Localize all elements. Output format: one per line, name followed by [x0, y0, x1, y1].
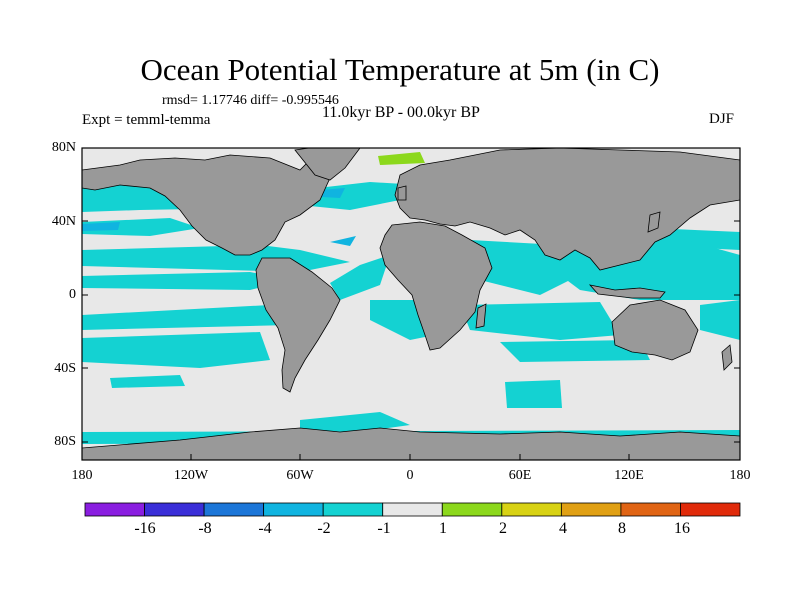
lon-label-120e: 120E — [614, 468, 644, 483]
colorbar-label: 2 — [499, 520, 507, 537]
south-america — [255, 257, 341, 393]
lat-label-80s: 80S — [54, 434, 76, 449]
colorbar-label: 16 — [674, 520, 690, 537]
lon-label-120w: 120W — [173, 468, 209, 483]
land-masses — [82, 148, 740, 460]
colorbar-swatch — [441, 502, 503, 517]
warm-anomaly-region — [378, 152, 425, 165]
colorbar-label: 1 — [439, 520, 447, 537]
colorbar-label: -8 — [198, 520, 212, 537]
colorbar-swatch — [560, 502, 622, 517]
japan — [647, 211, 661, 233]
colorbar-swatch — [144, 502, 205, 517]
lon-label-60w: 60W — [286, 468, 314, 483]
colorbar-label: -16 — [134, 520, 156, 537]
lon-label-0: 0 — [406, 468, 414, 483]
colorbar-swatch — [203, 502, 265, 517]
lat-label-80n: 80N — [51, 140, 76, 155]
new-zealand — [721, 344, 733, 371]
colorbar-swatch — [382, 502, 443, 517]
lat-label-0: 0 — [69, 287, 76, 302]
colorbar-swatch — [620, 502, 681, 517]
lat-label-40n: 40N — [51, 214, 76, 229]
axis-ticks — [81, 147, 740, 460]
north-america — [82, 149, 351, 256]
period-label: 11.0kyr BP - 00.0kyr BP — [322, 104, 480, 121]
colorbar-label: -1 — [377, 520, 391, 537]
eurasia — [394, 148, 740, 271]
colorbar-label: -2 — [317, 520, 331, 537]
british-isles — [397, 185, 407, 201]
rmsd-diff-stats: rmsd= 1.17746 diff= -0.995546 — [162, 93, 339, 108]
lon-label-180w: 180 — [71, 468, 93, 483]
australia — [611, 299, 699, 361]
season-label: DJF — [709, 111, 735, 127]
colorbar-swatch — [322, 502, 384, 517]
antarctica — [82, 427, 740, 460]
colorbar-swatch — [263, 502, 324, 517]
lon-label-180e: 180 — [729, 468, 751, 483]
colorbar-swatch — [680, 502, 741, 517]
map-title: Ocean Potential Temperature at 5m (in C) — [140, 52, 660, 87]
colorbar-swatch — [501, 502, 562, 517]
indonesia — [588, 284, 666, 299]
colorbar-label: 4 — [559, 520, 567, 537]
lat-label-40s: 40S — [54, 361, 76, 376]
lon-label-60e: 60E — [508, 468, 532, 483]
madagascar — [475, 303, 487, 329]
experiment-label: Expt = temml-temma — [82, 112, 211, 128]
colorbar-label: 8 — [618, 520, 626, 537]
greenland — [294, 148, 361, 181]
colorbar — [84, 502, 741, 517]
africa — [379, 221, 493, 351]
colorbar-label: -4 — [258, 520, 272, 537]
colorbar-swatch — [84, 502, 145, 517]
